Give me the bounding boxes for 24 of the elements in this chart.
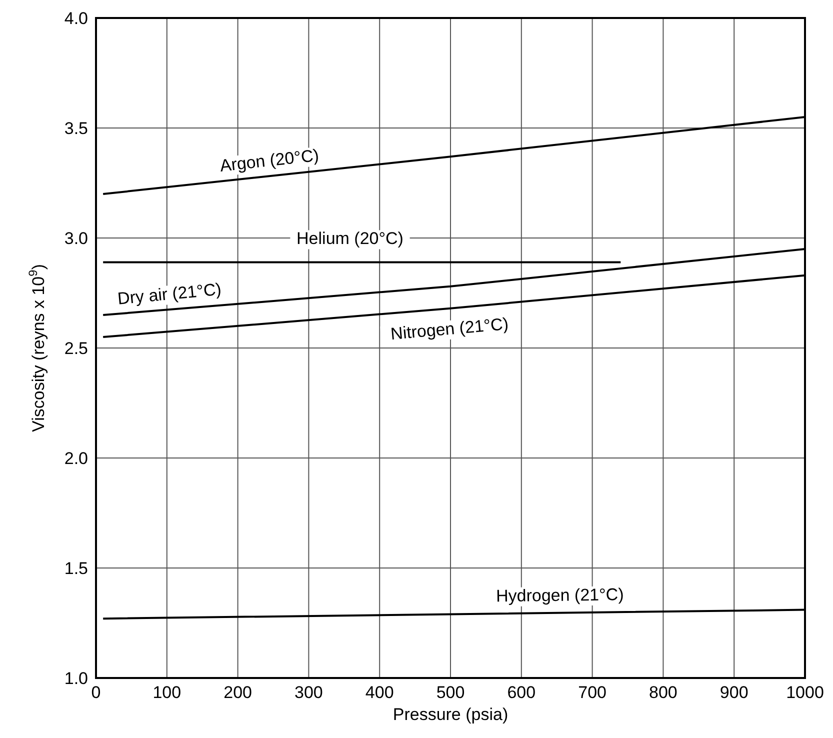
text: Argon (20°C) (218, 146, 320, 176)
x-tick-label: 600 (507, 683, 536, 702)
y-tick-label: 2.0 (64, 449, 88, 468)
y-tick-label: 3.0 (64, 229, 88, 248)
x-axis-title: Pressure (psia) (392, 705, 508, 724)
text: Dry air (21°C) (116, 280, 222, 308)
x-tick-label: 400 (365, 683, 394, 702)
x-tick-label: 300 (294, 683, 323, 702)
y-tick-label: 4.0 (64, 9, 88, 28)
y-tick-label: 1.5 (64, 559, 88, 578)
x-tick-label: 500 (436, 683, 465, 702)
y-tick-label: 3.5 (64, 119, 88, 138)
x-tick-label: 800 (649, 683, 678, 702)
x-tick-label: 0 (91, 683, 101, 702)
x-tick-label: 1000 (786, 683, 824, 702)
series-label: Helium (20°C) (296, 229, 404, 248)
x-tick-label: 700 (578, 683, 606, 702)
x-tick-label: 900 (720, 683, 748, 702)
x-tick-label: 100 (152, 683, 182, 702)
x-tick-label: 200 (224, 683, 252, 702)
y-tick-label: 1.0 (64, 669, 88, 688)
text: Nitrogen (21°C) (390, 314, 510, 344)
y-tick-label: 2.5 (64, 339, 88, 358)
series-label: Hydrogen (21°C) (496, 585, 624, 606)
